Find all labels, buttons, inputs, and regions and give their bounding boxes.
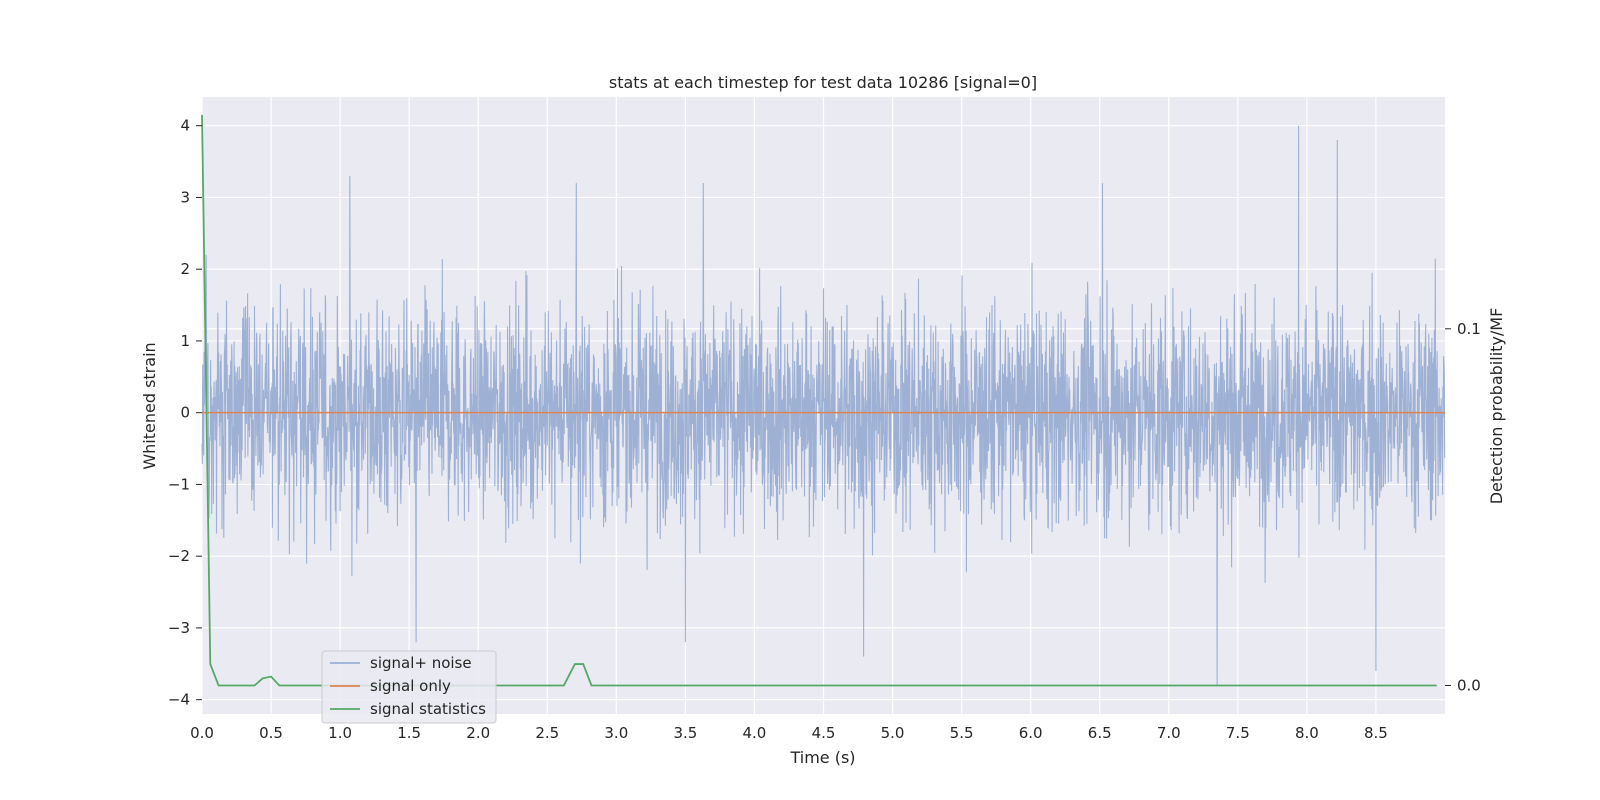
x-tick-label: 3.5 (673, 724, 697, 742)
y-tick-label: −1 (168, 475, 190, 493)
x-tick-label: 2.5 (535, 724, 559, 742)
x-tick-label: 0.5 (259, 724, 283, 742)
signal-statistics-line (201, 114, 1437, 687)
x-tick-label: 5.5 (950, 724, 974, 742)
y-tick-label: 1 (180, 332, 190, 350)
y-axis-ticks: 4 3 2 1 0 −1 −2 −3 −4 (168, 117, 202, 709)
chart-title: stats at each timestep for test data 102… (609, 73, 1037, 92)
y-tick-label: 3 (180, 188, 190, 206)
x-tick-label: 8.5 (1364, 724, 1388, 742)
y-tick-label: −2 (168, 547, 190, 565)
series-signal-plus-noise (201, 125, 1446, 686)
y-tick-label: −3 (168, 619, 190, 637)
x-tick-label: 7.0 (1157, 724, 1181, 742)
y-axis-label: Whitened strain (140, 342, 159, 469)
x-tick-label: 3.0 (604, 724, 628, 742)
x-tick-label: 6.0 (1019, 724, 1043, 742)
y-right-tick-label: 0.1 (1457, 320, 1481, 338)
x-tick-label: 4.0 (743, 724, 767, 742)
y-right-axis-label: Detection probability/MF (1487, 308, 1506, 505)
x-tick-label: 5.0 (881, 724, 905, 742)
legend-label-signal-statistics: signal statistics (370, 700, 486, 718)
y-right-tick-label: 0.0 (1457, 676, 1481, 694)
x-axis-label: Time (s) (789, 748, 855, 767)
x-tick-label: 0.0 (190, 724, 214, 742)
x-tick-label: 1.0 (328, 724, 352, 742)
legend: signal+ noise signal only signal statist… (321, 650, 497, 724)
legend-label-signal-plus-noise: signal+ noise (370, 654, 472, 672)
legend-label-signal-only: signal only (370, 677, 451, 695)
series-signal-statistics (201, 114, 1437, 687)
legend-box (321, 650, 497, 724)
y-tick-label: 4 (180, 117, 190, 135)
x-tick-label: 8.0 (1295, 724, 1319, 742)
x-tick-label: 6.5 (1088, 724, 1112, 742)
y-right-axis-ticks: 0.1 0.0 (1445, 320, 1481, 694)
y-tick-label: −4 (168, 691, 190, 709)
x-axis-ticks: 0.0 0.5 1.0 1.5 2.0 2.5 3.0 3.5 4.0 4.5 5.0 5.5 6.0 6… (190, 724, 1388, 742)
x-tick-label: 1.5 (397, 724, 421, 742)
y-tick-label: 2 (180, 260, 190, 278)
y-tick-label: 0 (180, 404, 190, 422)
noise-line (201, 125, 1446, 686)
x-tick-label: 4.5 (812, 724, 836, 742)
x-tick-label: 2.0 (466, 724, 490, 742)
x-tick-label: 7.5 (1226, 724, 1250, 742)
